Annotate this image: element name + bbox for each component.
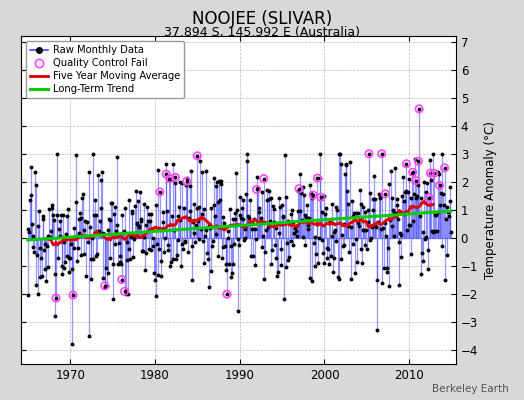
Point: [426, 170, 434, 176]
Text: NOOJEE (SLIVAR): NOOJEE (SLIVAR): [192, 10, 332, 28]
Point: [415, 106, 423, 112]
Point: [193, 153, 202, 159]
Point: [414, 158, 423, 164]
Point: [409, 169, 417, 176]
Text: 37.894 S, 145.992 E (Australia): 37.894 S, 145.992 E (Australia): [164, 26, 360, 39]
Point: [156, 189, 164, 195]
Point: [253, 186, 261, 193]
Point: [377, 150, 386, 157]
Text: Berkeley Earth: Berkeley Earth: [432, 384, 508, 394]
Point: [166, 176, 174, 182]
Point: [162, 171, 170, 177]
Point: [117, 276, 126, 283]
Point: [440, 165, 449, 171]
Point: [101, 283, 109, 289]
Point: [52, 295, 60, 301]
Point: [171, 174, 180, 181]
Point: [121, 288, 129, 294]
Point: [69, 292, 77, 298]
Point: [411, 177, 420, 184]
Point: [365, 150, 373, 157]
Point: [295, 186, 303, 192]
Y-axis label: Temperature Anomaly (°C): Temperature Anomaly (°C): [484, 121, 497, 279]
Point: [402, 160, 411, 167]
Point: [313, 175, 322, 181]
Legend: Raw Monthly Data, Quality Control Fail, Five Year Moving Average, Long-Term Tren: Raw Monthly Data, Quality Control Fail, …: [26, 41, 184, 98]
Point: [309, 192, 318, 198]
Point: [435, 182, 444, 189]
Point: [425, 194, 433, 201]
Point: [182, 178, 191, 184]
Point: [316, 194, 325, 200]
Point: [381, 191, 389, 197]
Point: [259, 175, 268, 182]
Point: [223, 291, 231, 298]
Point: [430, 170, 438, 176]
